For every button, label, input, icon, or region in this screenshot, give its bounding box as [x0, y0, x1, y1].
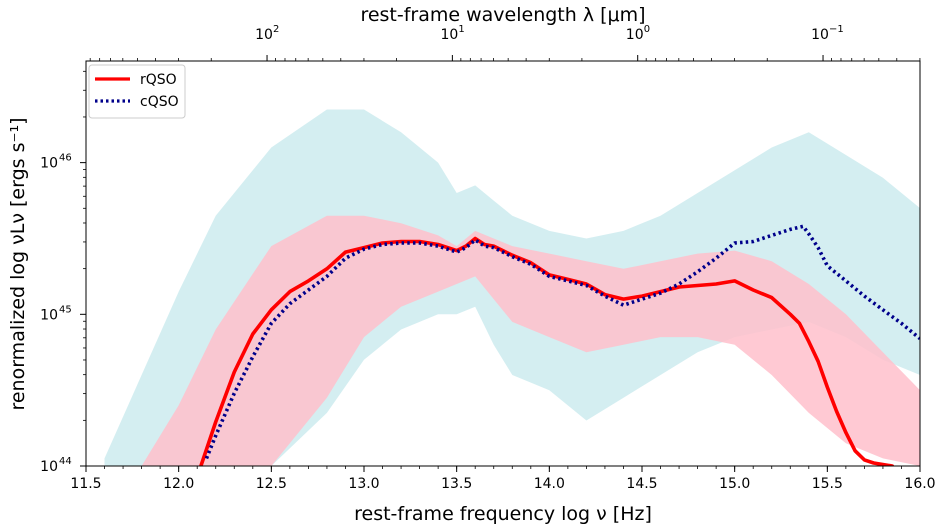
y-tick-label: 10 — [40, 156, 58, 172]
x-tick-label: 13.0 — [348, 476, 379, 492]
top-axis-title: rest-frame wavelength λ [μm] — [360, 4, 645, 26]
top-tick-label: 10 — [626, 27, 644, 43]
top-tick-exponent: 2 — [273, 24, 279, 35]
top-tick-exponent: −1 — [829, 24, 844, 35]
series-line-cqso — [204, 224, 920, 460]
top-axis: 10 2 10 1 10 0 10 −1 — [89, 24, 921, 61]
legend: rQSO cQSO — [88, 64, 186, 119]
x-tick-label: 15.0 — [719, 476, 750, 492]
x-tick-label: 16.0 — [904, 476, 935, 492]
x-tick-label: 15.5 — [812, 476, 843, 492]
top-tick-label: 10 — [440, 27, 458, 43]
top-tick-label: 10 — [255, 27, 273, 43]
y-axis-title: renormalized log νLν [ergs s⁻¹] — [7, 117, 29, 410]
x-axis: 11.5 12.0 12.5 13.0 13.5 14.0 14.5 15.0 15.5 16.0 — [70, 466, 936, 492]
x-tick-label: 14.5 — [626, 476, 657, 492]
legend-label-rqso: rQSO — [140, 72, 177, 88]
y-tick-label: 10 — [40, 459, 58, 475]
y-tick-label: 10 — [40, 307, 58, 323]
top-tick-exponent: 0 — [644, 24, 650, 35]
x-tick-label: 13.5 — [441, 476, 472, 492]
y-tick-exponent: 46 — [59, 153, 72, 164]
x-tick-label: 14.0 — [534, 476, 565, 492]
background-bands — [104, 109, 920, 466]
y-tick-exponent: 45 — [59, 304, 72, 315]
x-tick-label: 12.5 — [256, 476, 287, 492]
rqso-sample-band — [141, 215, 920, 466]
series-lines — [199, 224, 920, 466]
legend-label-cqso: cQSO — [140, 94, 179, 110]
y-tick-exponent: 44 — [59, 456, 72, 467]
x-tick-label: 11.5 — [70, 476, 101, 492]
top-tick-exponent: 1 — [458, 24, 464, 35]
plot-frame — [85, 60, 921, 467]
x-tick-label: 12.0 — [163, 476, 194, 492]
x-axis-title: rest-frame frequency log ν [Hz] — [354, 503, 652, 525]
top-tick-label: 10 — [811, 27, 829, 43]
